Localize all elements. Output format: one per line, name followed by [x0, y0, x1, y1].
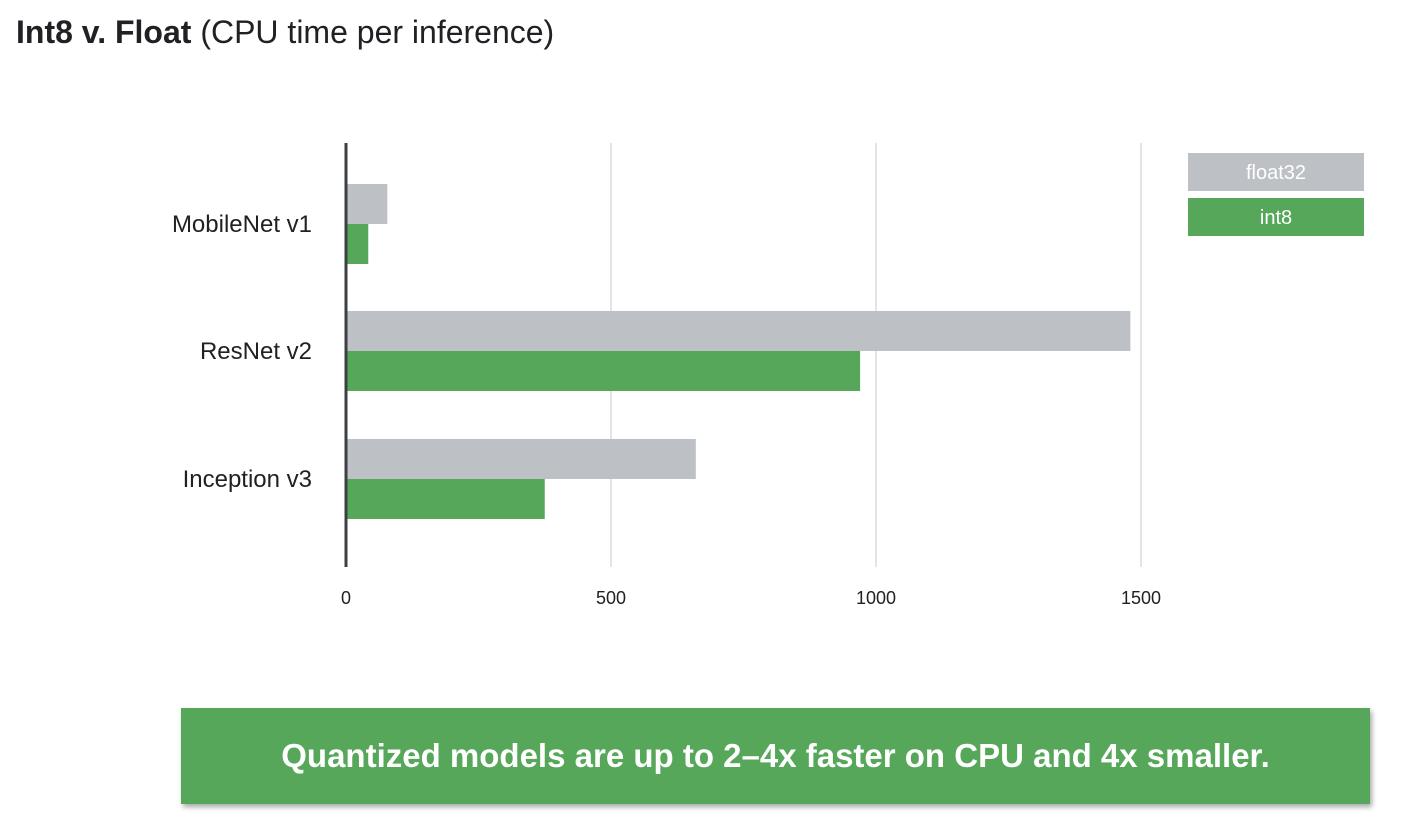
bar-int8-inception-v3	[346, 479, 545, 519]
summary-callout: Quantized models are up to 2–4x faster o…	[181, 708, 1370, 804]
category-label-mobilenet-v1: MobileNet v1	[172, 211, 312, 238]
x-tick-label-1500: 1500	[1121, 588, 1161, 608]
x-tick-label-1000: 1000	[856, 588, 896, 608]
bar-float32-resnet-v2	[346, 311, 1131, 351]
title-subtitle: (CPU time per inference)	[200, 14, 555, 50]
category-label-inception-v3: Inception v3	[183, 466, 312, 493]
bar-chart: MobileNet v1 ResNet v2 Inception v3 0 500 10…	[172, 143, 1364, 608]
legend-swatch-float32	[1188, 153, 1364, 191]
x-tick-label-500: 500	[596, 588, 626, 608]
legend: float32 int8	[1188, 153, 1364, 236]
x-tick-label-0: 0	[341, 588, 351, 608]
legend-label-float32: float32	[1246, 162, 1306, 184]
title-bold: Int8 v. Float	[16, 14, 192, 50]
bar-float32-inception-v3	[346, 439, 696, 479]
bars	[346, 184, 1131, 519]
page-title: Int8 v. Float (CPU time per inference)	[16, 12, 554, 52]
callout-text: Quantized models are up to 2–4x faster o…	[281, 737, 1270, 774]
bar-float32-mobilenet-v1	[346, 184, 388, 224]
bar-int8-mobilenet-v1	[346, 224, 369, 264]
legend-label-int8: int8	[1260, 207, 1292, 229]
category-labels: MobileNet v1 ResNet v2 Inception v3	[172, 211, 312, 493]
x-tick-labels: 0 500 1000 1500	[341, 588, 1161, 608]
category-label-resnet-v2: ResNet v2	[200, 338, 312, 365]
legend-swatch-int8	[1188, 198, 1364, 236]
bar-int8-resnet-v2	[346, 351, 861, 391]
